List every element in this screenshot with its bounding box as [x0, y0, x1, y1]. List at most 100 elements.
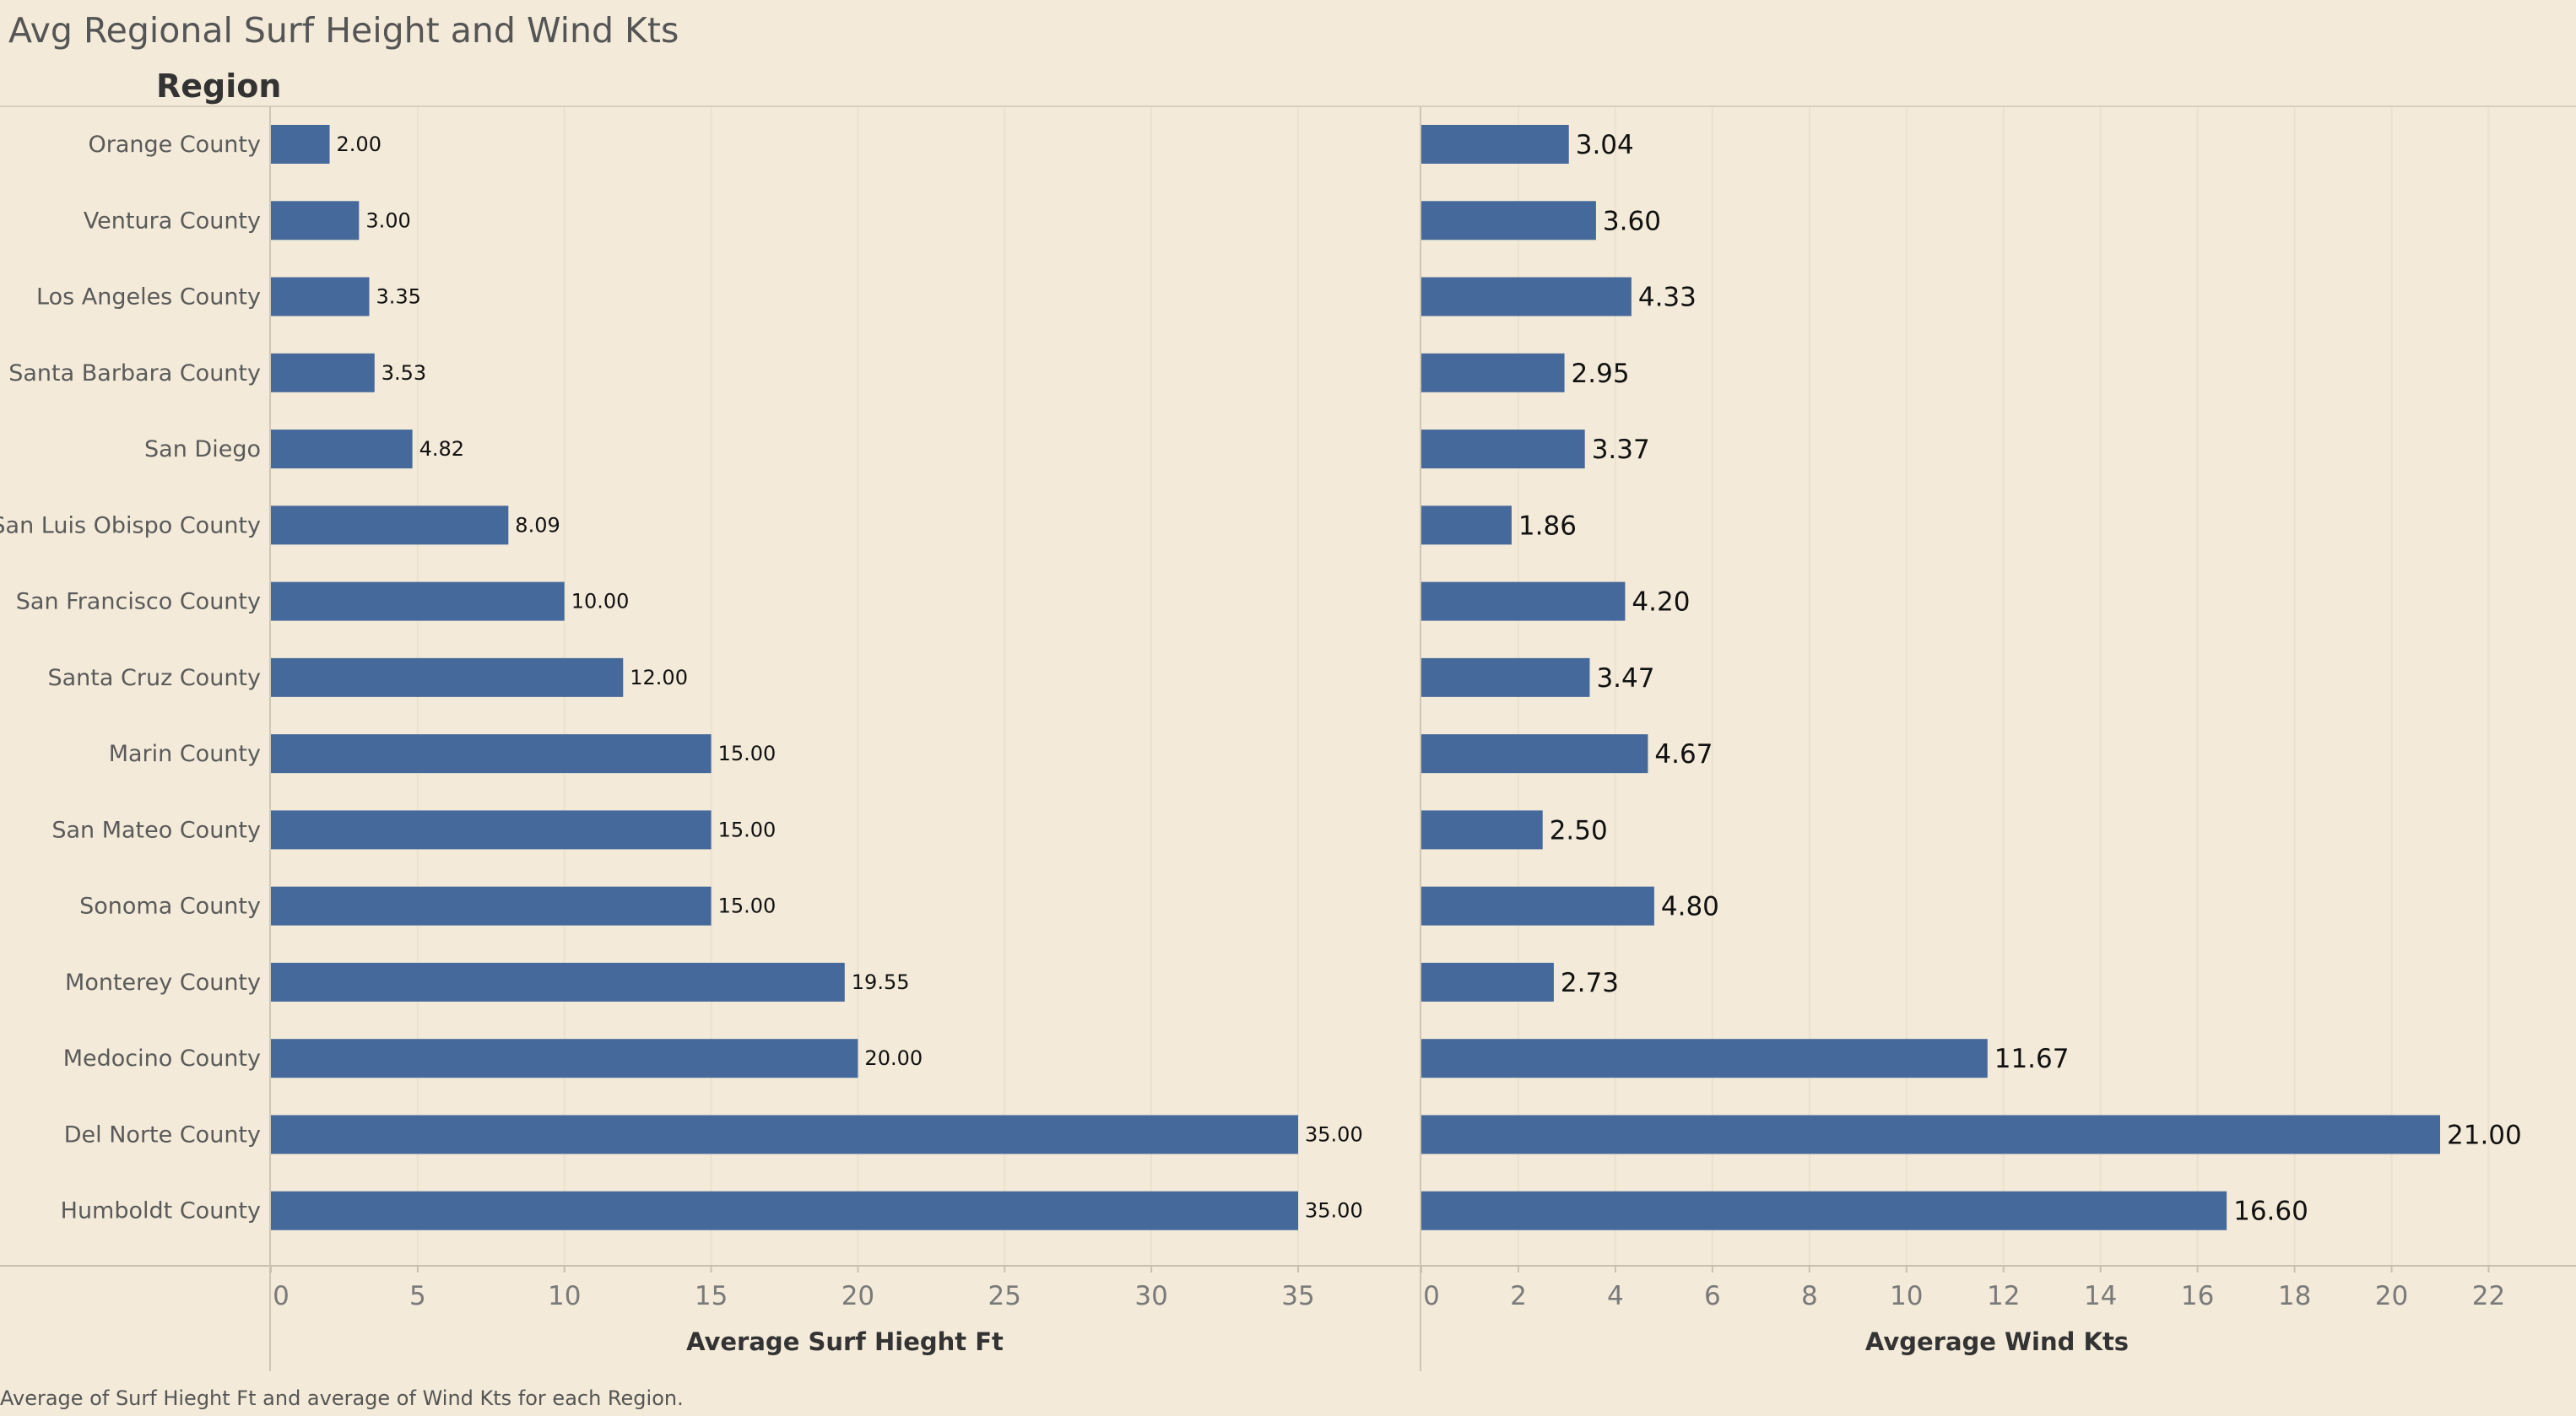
- bar: [271, 810, 712, 850]
- bar: [271, 734, 712, 774]
- tick-label: 15: [695, 1281, 728, 1311]
- data-label: 16.60: [2233, 1197, 2308, 1227]
- bar: [1421, 734, 1648, 774]
- data-label: 15.00: [718, 894, 777, 918]
- data-label: 4.82: [419, 437, 464, 461]
- bar: [1421, 581, 1626, 621]
- bar: [1421, 125, 1569, 164]
- bar: [271, 1039, 858, 1078]
- row-header: Region: [156, 68, 281, 105]
- tick-label: 0: [273, 1281, 290, 1311]
- bar: [1421, 962, 1554, 1002]
- bar: [271, 430, 413, 469]
- tick-label: 0: [1423, 1281, 1440, 1311]
- chart-frame: [0, 105, 2576, 1371]
- data-label: 3.60: [1603, 206, 1661, 236]
- data-label: 3.00: [365, 208, 410, 232]
- x-axis-title: Avgerage Wind Kts: [1865, 1327, 2129, 1356]
- data-label: 3.04: [1576, 130, 1634, 160]
- tick-label: 20: [2375, 1281, 2408, 1311]
- bar: [1421, 1191, 2227, 1230]
- bar: [271, 1191, 1298, 1230]
- data-label: 8.09: [515, 513, 560, 537]
- data-label: 2.95: [1572, 359, 1630, 389]
- chart-footnote: Average of Surf Hieght Ft and average of…: [0, 1386, 684, 1410]
- tick-label: 35: [1281, 1281, 1314, 1311]
- bar: [1421, 430, 1585, 469]
- data-label: 2.50: [1550, 815, 1608, 846]
- tick-label: 5: [409, 1281, 426, 1311]
- category-label: Ventura County: [84, 208, 261, 234]
- bar: [1421, 1115, 2440, 1154]
- category-label: San Mateo County: [51, 817, 261, 843]
- data-label: 11.67: [1994, 1044, 2070, 1074]
- data-label: 35.00: [1305, 1122, 1363, 1146]
- bar: [271, 277, 370, 316]
- data-label: 19.55: [852, 970, 910, 994]
- bar: [1421, 353, 1565, 392]
- tick-label: 22: [2472, 1281, 2505, 1311]
- tick-label: 12: [1987, 1281, 2020, 1311]
- category-label: San Francisco County: [16, 589, 261, 615]
- data-label: 15.00: [718, 818, 777, 841]
- data-label: 21.00: [2447, 1120, 2522, 1150]
- bar: [1421, 505, 1512, 545]
- bar: [1421, 810, 1543, 850]
- tick-label: 25: [988, 1281, 1021, 1311]
- tick-label: 10: [1890, 1281, 1923, 1311]
- x-axis-title: Average Surf Hieght Ft: [686, 1327, 1004, 1356]
- tick-label: 2: [1510, 1281, 1527, 1311]
- category-label: Del Norte County: [64, 1121, 261, 1148]
- data-label: 1.86: [1518, 511, 1577, 541]
- category-label: Santa Barbara County: [8, 360, 261, 386]
- data-label: 3.47: [1596, 663, 1654, 694]
- tick-label: 4: [1607, 1281, 1624, 1311]
- data-label: 4.80: [1661, 892, 1719, 922]
- tick-label: 6: [1704, 1281, 1721, 1311]
- data-label: 4.67: [1654, 739, 1713, 770]
- bar: [1421, 1039, 1988, 1078]
- data-label: 12.00: [630, 666, 688, 689]
- bar: [271, 886, 712, 926]
- data-label: 15.00: [718, 742, 777, 765]
- data-label: 4.33: [1638, 283, 1697, 313]
- category-labels: Orange County Ventura County Los Angeles C…: [0, 132, 261, 1224]
- data-label: 2.00: [337, 132, 382, 156]
- data-label: 2.73: [1561, 968, 1619, 998]
- category-label: Humboldt County: [61, 1198, 261, 1224]
- tick-label: 10: [548, 1281, 581, 1311]
- data-label: 35.00: [1305, 1199, 1363, 1223]
- category-label: Sonoma County: [79, 894, 261, 920]
- bar: [271, 657, 624, 697]
- tick-label: 14: [2084, 1281, 2117, 1311]
- tick-label: 16: [2181, 1281, 2214, 1311]
- bar: [271, 505, 509, 545]
- tick-label: 8: [1801, 1281, 1818, 1311]
- category-label: San Diego: [144, 436, 261, 462]
- data-label: 10.00: [571, 590, 630, 613]
- bar: [271, 962, 845, 1002]
- bar: [271, 581, 565, 621]
- category-label: Los Angeles County: [36, 284, 261, 311]
- data-labels: 2.00 3.00 3.35 3.53 4.82 8.09 10.00 12.00 15.00 1…: [337, 130, 2522, 1227]
- bar: [1421, 886, 1654, 926]
- category-label: Medocino County: [63, 1046, 261, 1072]
- bar: [1421, 201, 1596, 241]
- data-label: 3.37: [1592, 435, 1650, 465]
- data-label: 20.00: [864, 1046, 923, 1070]
- bars: [271, 125, 2440, 1230]
- bar: [1421, 277, 1632, 316]
- category-label: Marin County: [109, 741, 261, 767]
- chart-title: Avg Regional Surf Height and Wind Kts: [8, 10, 679, 51]
- data-label: 3.53: [382, 361, 426, 385]
- category-label: Orange County: [88, 132, 261, 158]
- category-label: Santa Cruz County: [48, 665, 262, 691]
- data-label: 3.35: [376, 285, 420, 309]
- bar: [1421, 657, 1590, 697]
- data-label: 4.20: [1632, 587, 1690, 618]
- bar: [271, 125, 330, 164]
- tick-label: 18: [2278, 1281, 2311, 1311]
- bar: [271, 353, 375, 392]
- tick-label: 20: [842, 1281, 874, 1311]
